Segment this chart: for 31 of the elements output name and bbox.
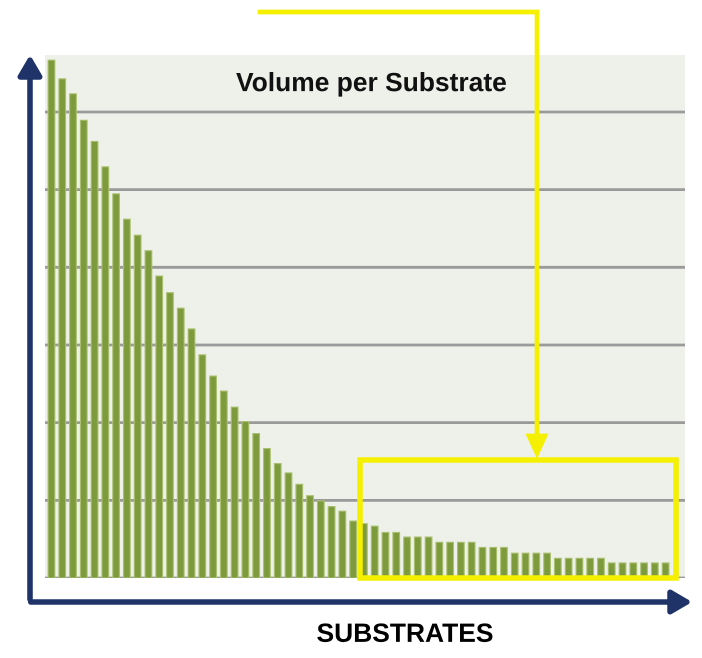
bar (69, 93, 77, 578)
bar (242, 421, 250, 578)
bar (220, 390, 228, 578)
bar (155, 276, 164, 578)
bar (122, 218, 131, 578)
bar (349, 520, 358, 578)
bar (306, 495, 314, 578)
bar (263, 448, 271, 578)
bar (101, 166, 110, 578)
bar (144, 250, 152, 578)
chart-title: Volume per Substrate (236, 72, 506, 97)
x-axis-title: SUBSTRATES (317, 623, 492, 642)
bar (90, 140, 98, 578)
bar (230, 406, 239, 578)
bar (274, 463, 282, 578)
bar (134, 234, 142, 578)
bar (80, 120, 88, 578)
bar (252, 432, 260, 578)
bar (48, 60, 56, 578)
bar (284, 472, 292, 578)
bar (198, 354, 206, 578)
bar (166, 292, 174, 578)
bar (112, 193, 120, 578)
bar (316, 500, 325, 578)
bar (295, 484, 304, 578)
bar (176, 308, 185, 578)
bar (188, 328, 196, 578)
bar (338, 510, 346, 578)
bar (328, 506, 336, 578)
bar (58, 78, 66, 578)
bar (209, 375, 217, 578)
